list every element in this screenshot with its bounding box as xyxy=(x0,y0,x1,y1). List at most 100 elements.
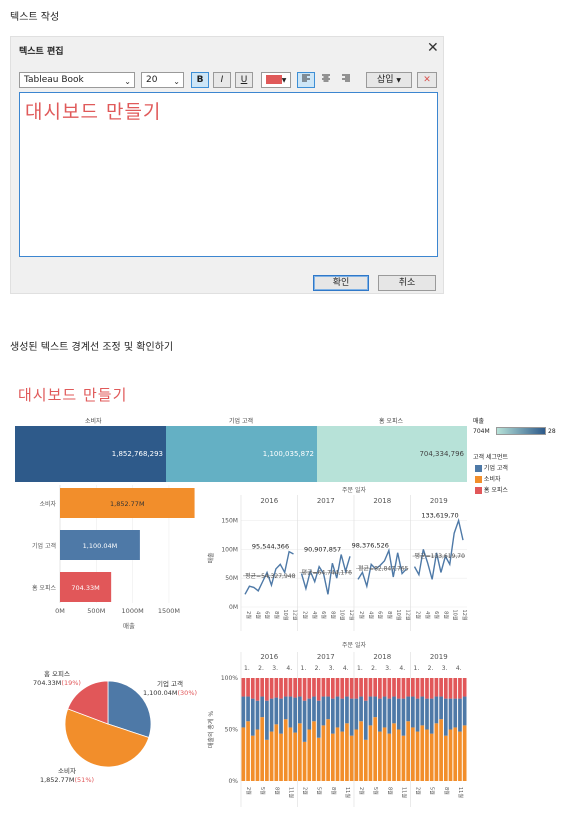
stack-bar-segment xyxy=(392,696,396,724)
caret-down-icon: ▼ xyxy=(281,77,287,84)
pie-slice xyxy=(64,708,150,768)
stack-bar-segment xyxy=(373,717,378,781)
caption-text-create: 텍스트 작성 xyxy=(10,12,60,23)
italic-button[interactable]: I xyxy=(213,72,231,88)
stack-bar-segment xyxy=(462,696,467,726)
line-x-tick-label: 2월 xyxy=(245,611,252,619)
line-series xyxy=(357,548,408,590)
stack-bar-segment xyxy=(411,696,415,728)
dashboard-title: 대시보드 만들기 xyxy=(18,386,128,404)
stack-bar-segment xyxy=(302,678,307,701)
align-center-icon xyxy=(322,74,330,82)
legend-item[interactable]: 소비자 xyxy=(475,474,500,483)
stack-bar-segment xyxy=(321,725,326,781)
stack-bar-segment xyxy=(439,696,443,720)
segment-block[interactable]: 1,852,768,293 xyxy=(15,426,166,482)
stack-bar-segment xyxy=(453,698,458,728)
hbar-tick-label: 1500M xyxy=(158,607,180,615)
insert-menu-button[interactable]: 삽입 ▼ xyxy=(366,72,412,88)
stack-bar-segment xyxy=(349,735,354,781)
align-left-button[interactable] xyxy=(297,72,315,88)
stack-bar-segment xyxy=(406,696,410,722)
stack-bar-segment xyxy=(307,678,312,699)
cancel-button[interactable]: 취소 xyxy=(378,275,436,291)
clear-format-button[interactable]: ✕ xyxy=(417,72,437,88)
align-center-button[interactable] xyxy=(317,72,335,88)
segment-bar-chart: 소비자 기업 고객 홈 오피스 1,852,768,293 1,100,035,… xyxy=(15,416,467,482)
stack-bar-segment xyxy=(458,731,462,781)
stack-y-tick-label: 0% xyxy=(228,778,238,785)
stack-bar-segment xyxy=(326,696,330,720)
stack-bar-segment xyxy=(316,678,321,701)
stack-bar-segment xyxy=(241,727,246,781)
caption-boundary-adjust: 생성된 텍스트 경계선 조정 및 확인하기 xyxy=(10,342,174,353)
stack-bar-segment xyxy=(293,732,297,781)
stack-bar-segment xyxy=(439,678,443,697)
line-peak-label: 90,907,857 xyxy=(304,546,341,554)
stack-bar-segment xyxy=(349,678,354,699)
stack-bar-segment xyxy=(269,678,274,699)
text-editor-area[interactable]: 대시보드 만들기 xyxy=(19,92,438,257)
stack-bar-segment xyxy=(269,698,274,732)
line-year-header: 2018 xyxy=(373,497,391,505)
stack-bar-segment xyxy=(288,696,293,728)
stack-bar-segment xyxy=(396,698,401,730)
bold-button[interactable]: B xyxy=(191,72,209,88)
line-y-axis-title: 매출 xyxy=(207,552,215,564)
stack-bar-segment xyxy=(283,678,288,697)
stack-bar-segment xyxy=(321,678,326,697)
hbar-tick-label: 1000M xyxy=(122,607,144,615)
hbar-category-label: 소비자 xyxy=(39,500,56,508)
pie-label-pct: (19%) xyxy=(61,679,81,687)
segment-label: 소비자 xyxy=(85,418,102,425)
line-x-tick-label: 8월 xyxy=(329,611,336,619)
stack-x-tick-label: 8월 xyxy=(273,787,280,795)
stack-bar-segment xyxy=(330,678,335,699)
close-icon[interactable]: ✕ xyxy=(427,40,439,56)
measure-legend-title: 매출 xyxy=(473,418,485,425)
line-y-tick-label: 150M xyxy=(221,518,238,525)
stack-bar-segment xyxy=(255,700,260,730)
line-x-tick-label: 6월 xyxy=(320,611,327,619)
line-year-header: 2016 xyxy=(260,497,278,505)
dialog-title: 텍스트 편집 xyxy=(19,47,64,57)
segment-block[interactable]: 704,334,796 xyxy=(317,426,467,482)
underline-button[interactable]: U xyxy=(235,72,253,88)
stack-quarter-header: 1. xyxy=(414,665,420,672)
stack-bar-segment xyxy=(274,724,279,781)
line-x-tick-label: 12월 xyxy=(461,610,468,621)
stack-bar-segment xyxy=(349,698,354,736)
legend-label: 홈 오피스 xyxy=(483,487,508,494)
stack-bar-segment xyxy=(443,678,448,699)
stack-bar-segment xyxy=(373,696,378,718)
legend-item[interactable]: 기업 고객 xyxy=(475,463,508,472)
caret-down-icon: ▼ xyxy=(396,77,402,84)
line-series xyxy=(413,517,464,580)
hbar-tick-label: 0M xyxy=(55,607,65,615)
stack-bar-segment xyxy=(345,723,349,781)
segment-block[interactable]: 1,100,035,872 xyxy=(166,426,317,482)
line-x-tick-label: 10월 xyxy=(452,610,459,621)
stack-bar-segment xyxy=(283,696,288,720)
stack-y-axis-title: 매출의 총계 % xyxy=(207,711,215,748)
ok-button[interactable]: 확인 xyxy=(313,275,369,291)
align-right-button[interactable] xyxy=(337,72,355,88)
legend-item[interactable]: 홈 오피스 xyxy=(475,485,508,494)
font-size-select[interactable]: 20 ⌄ xyxy=(141,72,184,88)
segment-label: 기업 고객 xyxy=(229,418,253,425)
stack-quarter-header: 3. xyxy=(272,665,278,672)
stack-bar-segment xyxy=(363,739,368,781)
hbar-bar xyxy=(60,530,140,560)
stack-x-tick-label: 11월 xyxy=(400,787,407,798)
legend-panel: 매출 704M 28 고객 세그먼트 기업 고객 소비자 홈 오피스 xyxy=(473,416,559,496)
font-family-select[interactable]: Tableau Book ⌄ xyxy=(19,72,135,88)
legend-min-label: 704M xyxy=(473,428,490,435)
stack-bar-segment xyxy=(293,678,297,698)
stack-bar-segment xyxy=(354,729,359,781)
text-color-button[interactable]: ▼ xyxy=(261,72,291,88)
stack-bar-segment xyxy=(283,719,288,781)
line-x-tick-label: 6월 xyxy=(377,611,384,619)
stack-bar-segment xyxy=(396,678,401,699)
stack-bar-segment xyxy=(241,696,246,728)
